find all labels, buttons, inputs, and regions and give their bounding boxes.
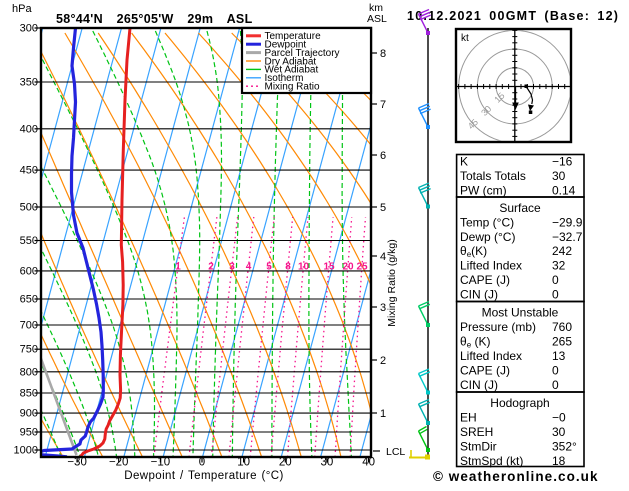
svg-text:−0: −0 (552, 411, 566, 425)
svg-text:2: 2 (380, 355, 386, 367)
svg-text:850: 850 (20, 388, 38, 400)
svg-text:LCL: LCL (386, 446, 405, 458)
svg-text:Temp (°C): Temp (°C) (460, 216, 514, 230)
svg-text:25: 25 (356, 262, 368, 273)
svg-text:CIN (J): CIN (J) (460, 378, 498, 392)
svg-text:4: 4 (246, 262, 252, 273)
svg-text:Lifted Index: Lifted Index (460, 349, 522, 363)
svg-text:265: 265 (552, 335, 572, 349)
svg-text:kt: kt (461, 33, 469, 44)
svg-text:−10: −10 (151, 457, 171, 469)
svg-text:Wet Adiabat: Wet Adiabat (265, 65, 319, 76)
svg-text:2: 2 (208, 262, 214, 273)
svg-text:km: km (369, 2, 383, 14)
svg-text:10: 10 (237, 457, 250, 469)
svg-text:8: 8 (285, 262, 291, 273)
svg-text:352°: 352° (552, 440, 577, 454)
svg-text:−29.9: −29.9 (552, 216, 583, 230)
svg-text:Surface: Surface (499, 201, 541, 215)
svg-text:4: 4 (380, 251, 386, 263)
svg-text:7: 7 (380, 99, 386, 111)
svg-text:1: 1 (380, 408, 386, 420)
svg-text:8: 8 (380, 48, 386, 60)
svg-text:18: 18 (552, 454, 566, 468)
svg-text:© weatheronline.co.uk: © weatheronline.co.uk (433, 469, 599, 484)
svg-text:θe(K): θe(K) (460, 244, 487, 259)
svg-text:Isotherm: Isotherm (265, 73, 304, 84)
svg-text:ASL: ASL (367, 13, 387, 25)
svg-text:0.14: 0.14 (552, 184, 576, 198)
svg-text:20: 20 (279, 457, 292, 469)
svg-text:400: 400 (20, 123, 38, 135)
svg-text:Temperature: Temperature (265, 31, 322, 42)
svg-text:0: 0 (552, 288, 559, 302)
svg-text:SREH: SREH (460, 425, 493, 439)
svg-text:−30: −30 (67, 457, 87, 469)
svg-text:Pressure (mb): Pressure (mb) (460, 320, 536, 334)
svg-text:Dewp (°C): Dewp (°C) (460, 230, 515, 244)
svg-text:550: 550 (20, 235, 38, 247)
svg-text:800: 800 (20, 366, 38, 378)
svg-text:20: 20 (342, 262, 354, 273)
svg-text:5: 5 (380, 202, 386, 214)
svg-text:Parcel Trajectory: Parcel Trajectory (265, 48, 340, 59)
svg-text:0: 0 (552, 378, 559, 392)
svg-text:13: 13 (552, 349, 566, 363)
svg-text:EH: EH (460, 411, 477, 425)
svg-text:Lifted Index: Lifted Index (460, 259, 522, 273)
svg-text:600: 600 (20, 265, 38, 277)
svg-text:750: 750 (20, 344, 38, 356)
svg-text:3: 3 (229, 262, 235, 273)
svg-text:1000: 1000 (14, 445, 38, 457)
svg-text:30: 30 (552, 425, 566, 439)
svg-text:700: 700 (20, 320, 38, 332)
svg-text:15: 15 (323, 262, 335, 273)
svg-text:450: 450 (20, 165, 38, 177)
svg-text:0: 0 (552, 364, 559, 378)
svg-text:K: K (460, 155, 468, 169)
svg-text:θe (K): θe (K) (460, 335, 490, 350)
svg-text:242: 242 (552, 244, 572, 258)
svg-text:Totals Totals: Totals Totals (460, 169, 526, 183)
svg-text:−16: −16 (552, 155, 573, 169)
svg-text:10.12.2021 00GMT (Base: 12): 10.12.2021 00GMT (Base: 12) (407, 9, 619, 23)
svg-text:900: 900 (20, 408, 38, 420)
svg-text:−32.7: −32.7 (552, 230, 583, 244)
svg-text:40: 40 (362, 457, 375, 469)
svg-text:Dewpoint: Dewpoint (265, 40, 307, 51)
svg-text:StmDir: StmDir (460, 440, 497, 454)
svg-text:0: 0 (552, 273, 559, 287)
svg-text:950: 950 (20, 427, 38, 439)
svg-text:Mixing Ratio (g/kg): Mixing Ratio (g/kg) (386, 239, 398, 327)
svg-text:30: 30 (479, 104, 493, 118)
svg-text:3: 3 (380, 302, 386, 314)
svg-text:Hodograph: Hodograph (490, 396, 549, 410)
svg-text:300: 300 (20, 23, 38, 35)
svg-text:32: 32 (552, 259, 566, 273)
svg-text:Dry Adiabat: Dry Adiabat (265, 56, 317, 67)
svg-text:5: 5 (266, 262, 272, 273)
svg-text:58°44'N 265°05'W 29m ASL: 58°44'N 265°05'W 29m ASL (56, 12, 253, 26)
svg-text:hPa: hPa (12, 3, 32, 15)
svg-text:0: 0 (199, 457, 205, 469)
svg-text:CIN (J): CIN (J) (460, 288, 498, 302)
svg-text:6: 6 (380, 150, 386, 162)
svg-text:650: 650 (20, 294, 38, 306)
svg-text:760: 760 (552, 320, 572, 334)
svg-text:StmSpd (kt): StmSpd (kt) (460, 454, 523, 468)
svg-text:30: 30 (552, 169, 566, 183)
svg-text:350: 350 (20, 77, 38, 89)
svg-text:Mixing Ratio: Mixing Ratio (265, 82, 320, 93)
svg-text:CAPE (J): CAPE (J) (460, 273, 510, 287)
svg-text:500: 500 (20, 202, 38, 214)
svg-text:PW (cm): PW (cm) (460, 184, 507, 198)
svg-text:30: 30 (321, 457, 334, 469)
svg-text:1: 1 (175, 262, 181, 273)
svg-text:Dewpoint / Temperature (°C): Dewpoint / Temperature (°C) (124, 470, 283, 482)
svg-text:10: 10 (298, 262, 310, 273)
svg-text:−20: −20 (109, 457, 129, 469)
svg-text:CAPE (J): CAPE (J) (460, 364, 510, 378)
svg-text:Most Unstable: Most Unstable (482, 306, 559, 320)
